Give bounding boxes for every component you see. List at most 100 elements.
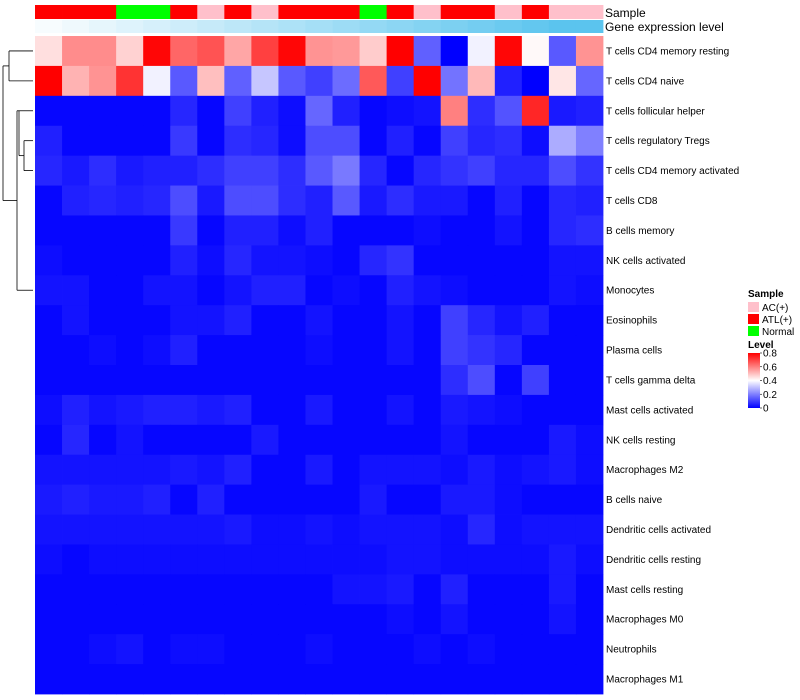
sample-annotation-cell — [143, 5, 171, 19]
row-label: T cells gamma delta — [606, 375, 696, 386]
heatmap-cell — [170, 125, 198, 157]
heatmap-cell — [494, 95, 523, 127]
heatmap-cell — [359, 365, 388, 396]
heatmap-cell — [440, 664, 469, 695]
heatmap-cell — [332, 394, 360, 426]
heatmap-cell — [62, 215, 90, 246]
heatmap-cell — [386, 245, 415, 276]
heatmap-cell — [548, 305, 577, 336]
heatmap-cell — [494, 514, 523, 545]
heatmap-cell — [386, 454, 415, 486]
heatmap-cell — [62, 65, 90, 97]
expression-annotation-cell — [170, 20, 198, 33]
heatmap-cell — [548, 514, 577, 545]
heatmap-cell — [143, 484, 171, 515]
row-label: Dendritic cells activated — [606, 525, 711, 536]
heatmap-cell — [251, 125, 279, 157]
heatmap-cell — [197, 484, 225, 515]
heatmap-cell — [89, 604, 117, 635]
heatmap-cell — [116, 65, 144, 97]
heatmap-cell — [116, 574, 144, 605]
heatmap-cell — [89, 514, 117, 545]
heatmap-cell — [413, 544, 442, 575]
row-label: B cells naive — [606, 495, 663, 506]
heatmap-cell — [413, 604, 442, 635]
expression-annotation-bar — [35, 20, 604, 33]
heatmap-cell — [224, 335, 252, 366]
heatmap-cell — [521, 185, 550, 216]
heatmap-cell — [251, 215, 279, 246]
heatmap-cell — [116, 245, 144, 276]
heatmap-cell — [332, 155, 360, 186]
heatmap-cell — [89, 36, 117, 67]
heatmap-cell — [224, 305, 252, 336]
heatmap-cell — [467, 634, 496, 665]
heatmap-cell — [332, 514, 360, 545]
heatmap-cell — [467, 604, 496, 635]
heatmap-cell — [521, 514, 550, 545]
heatmap-cell — [170, 544, 198, 575]
heatmap-cell — [170, 454, 198, 486]
heatmap-cell — [440, 335, 469, 366]
heatmap-cell — [467, 305, 496, 336]
heatmap-cell — [224, 185, 252, 216]
heatmap-cell — [62, 155, 90, 186]
legend-sample-swatch — [748, 302, 759, 312]
heatmap-cell — [224, 215, 252, 246]
heatmap-cell — [386, 305, 415, 336]
expression-annotation-cell — [440, 20, 469, 33]
row-label: T cells CD4 naive — [606, 76, 685, 87]
heatmap-cell — [305, 424, 333, 456]
heatmap-cell — [440, 36, 469, 67]
heatmap-cell — [35, 215, 63, 246]
heatmap-cell — [35, 245, 63, 276]
heatmap-cell — [278, 634, 306, 665]
heatmap-cell — [467, 245, 496, 276]
heatmap-cell — [467, 574, 496, 605]
heatmap-cell — [494, 245, 523, 276]
heatmap-cell — [116, 544, 144, 575]
heatmap-cell — [359, 305, 388, 336]
heatmap-cell — [521, 95, 550, 127]
sample-annotation-cell — [89, 5, 117, 19]
heatmap-cell — [359, 394, 388, 426]
heatmap-cell — [116, 664, 144, 695]
heatmap-cell — [440, 65, 469, 97]
heatmap-cell — [278, 424, 306, 456]
expression-annotation-cell — [278, 20, 306, 33]
heatmap-cell — [116, 634, 144, 665]
heatmap-cell — [548, 275, 577, 306]
sample-annotation-cell — [494, 5, 523, 19]
heatmap-cell — [413, 335, 442, 366]
heatmap-cell — [305, 604, 333, 635]
heatmap-cell — [143, 664, 171, 695]
heatmap-cell — [35, 95, 63, 127]
legend-level-tick-label: 0.8 — [763, 349, 777, 360]
row-label: Macrophages M0 — [606, 615, 684, 626]
heatmap-cell — [89, 305, 117, 336]
heatmap-cell — [521, 574, 550, 605]
heatmap-cell — [197, 36, 225, 67]
heatmap-cell — [251, 365, 279, 396]
heatmap-cell — [89, 544, 117, 575]
heatmap-cell — [332, 275, 360, 306]
heatmap-cell — [197, 365, 225, 396]
heatmap-cell — [62, 305, 90, 336]
heatmap-cell — [35, 394, 63, 426]
heatmap-cell — [494, 365, 523, 396]
heatmap-cell — [413, 305, 442, 336]
row-label: Mast cells activated — [606, 405, 693, 416]
heatmap-cell — [89, 185, 117, 216]
heatmap-cell — [413, 155, 442, 186]
heatmap-cell — [224, 36, 252, 67]
heatmap-cell — [548, 664, 577, 695]
heatmap-cell — [224, 365, 252, 396]
heatmap-cell — [89, 634, 117, 665]
heatmap-cell — [548, 155, 577, 186]
heatmap-cell — [440, 544, 469, 575]
heatmap-cell — [386, 275, 415, 306]
heatmap-cell — [170, 394, 198, 426]
heatmap-cell — [197, 275, 225, 306]
heatmap-cell — [251, 424, 279, 456]
heatmap-cell — [440, 95, 469, 127]
